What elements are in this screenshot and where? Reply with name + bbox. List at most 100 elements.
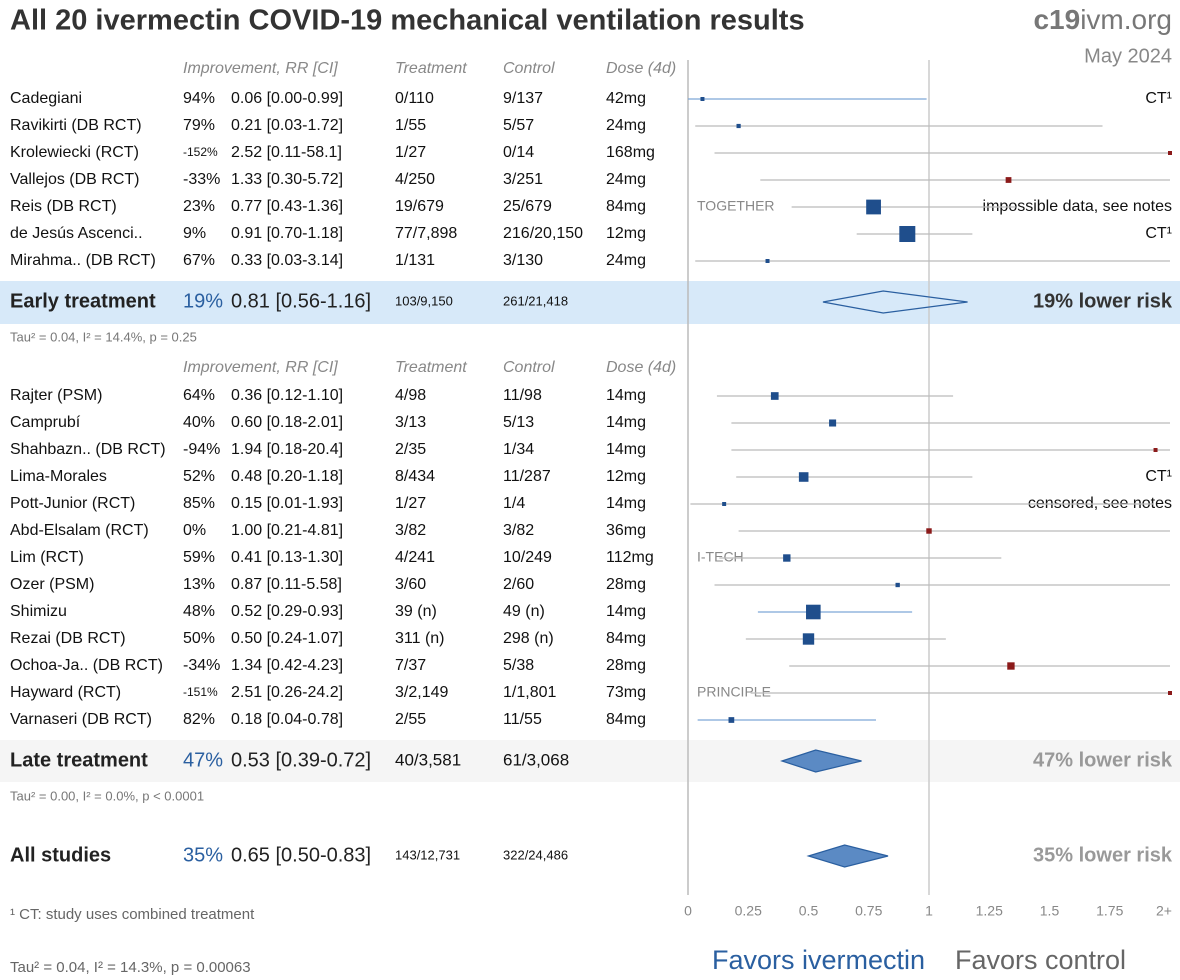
control: 25/679: [503, 198, 552, 215]
dose: 168mg: [606, 144, 655, 161]
dose: 112mg: [606, 549, 654, 566]
dose: 14mg: [606, 387, 646, 404]
summary-diamond: [780, 749, 862, 773]
dose: 84mg: [606, 198, 646, 215]
control: 298 (n): [503, 630, 554, 647]
x-tick-label: 1.25: [976, 903, 1003, 919]
rr-ci: 1.33 [0.30-5.72]: [231, 171, 343, 188]
summary-diamond: [806, 844, 889, 868]
early-band: [0, 281, 1180, 324]
date: May 2024: [1084, 45, 1172, 67]
dose: 84mg: [606, 711, 646, 728]
x-tick-label: 2+: [1156, 903, 1172, 919]
control: 11/98: [503, 387, 542, 404]
rr-ci: 0.60 [0.18-2.01]: [231, 414, 343, 431]
rr-marker: [866, 199, 881, 215]
improvement: -152%: [183, 145, 218, 159]
dose: 36mg: [606, 522, 646, 539]
x-tick-label: 0.25: [735, 903, 762, 919]
summary-improvement: 35%: [183, 844, 223, 866]
treatment: 4/250: [395, 171, 435, 188]
group-stats: Tau² = 0.00, I² = 0.0%, p < 0.0001: [10, 788, 204, 803]
note: CT¹: [1145, 225, 1172, 242]
study-name: Lima-Morales: [10, 468, 107, 485]
dose: 28mg: [606, 657, 646, 674]
treatment: 77/7,898: [395, 225, 457, 242]
dose: 24mg: [606, 252, 646, 269]
rr-ci: 1.00 [0.21-4.81]: [231, 522, 343, 539]
rr-ci: 0.15 [0.01-1.93]: [231, 495, 343, 512]
summary-treatment: 40/3,581: [395, 750, 461, 769]
study-name: Lim (RCT): [10, 549, 84, 566]
rr-ci: 0.52 [0.29-0.93]: [231, 603, 343, 620]
rr-marker: [802, 633, 815, 645]
treatment: 8/434: [395, 468, 435, 485]
improvement: 94%: [183, 90, 215, 107]
control: 11/287: [503, 468, 551, 485]
x-tick-label: 0: [684, 903, 692, 919]
control: 5/57: [503, 117, 534, 134]
control: 49 (n): [503, 603, 545, 620]
column-header: Dose (4d): [606, 359, 676, 376]
treatment: 19/679: [395, 198, 444, 215]
improvement: 59%: [183, 549, 215, 566]
improvement: 9%: [183, 225, 206, 242]
rr-ci: 1.94 [0.18-20.4]: [231, 441, 343, 458]
control: 1/34: [503, 441, 534, 458]
rr-marker: [1007, 662, 1015, 670]
study-name: Camprubí: [10, 414, 81, 431]
brand-rest: ivm.org: [1080, 4, 1172, 35]
rr-ci: 0.18 [0.04-0.78]: [231, 711, 343, 728]
treatment: 4/241: [395, 549, 435, 566]
improvement: 85%: [183, 495, 215, 512]
control: 1/4: [503, 495, 525, 512]
control: 9/137: [503, 90, 543, 107]
note: impossible data, see notes: [983, 198, 1172, 215]
rr-marker: [700, 97, 705, 101]
summary-rr-ci: 0.53 [0.39-0.72]: [231, 749, 371, 771]
dose: 14mg: [606, 603, 646, 620]
control: 3/130: [503, 252, 543, 269]
improvement: 82%: [183, 711, 215, 728]
summary-diamond: [822, 290, 968, 314]
rr-ci: 1.34 [0.42-4.23]: [231, 657, 343, 674]
improvement: 23%: [183, 198, 215, 215]
summary-risk: 19% lower risk: [1033, 290, 1173, 312]
dose: 24mg: [606, 171, 646, 188]
improvement: -94%: [183, 441, 220, 458]
summary-control: 261/21,418: [503, 293, 568, 308]
dose: 73mg: [606, 684, 646, 701]
summary-risk: 35% lower risk: [1033, 844, 1173, 866]
treatment: 1/131: [395, 252, 435, 269]
treatment: 3/60: [395, 576, 426, 593]
dose: 14mg: [606, 414, 646, 431]
study-name: Krolewiecki (RCT): [10, 144, 139, 161]
favors-control: Favors control: [955, 945, 1126, 975]
treatment: 311 (n): [395, 630, 445, 647]
x-tick-label: 0.75: [855, 903, 882, 919]
control: 5/38: [503, 657, 534, 674]
control: 3/82: [503, 522, 534, 539]
study-name: Hayward (RCT): [10, 684, 121, 701]
rr-ci: 0.50 [0.24-1.07]: [231, 630, 343, 647]
rr-marker: [1168, 691, 1172, 695]
trial-label: I-TECH: [697, 549, 744, 565]
summary-control: 322/24,486: [503, 847, 568, 862]
trial-label: TOGETHER: [697, 198, 775, 214]
summary-risk: 47% lower risk: [1033, 749, 1173, 771]
rr-ci: 0.21 [0.03-1.72]: [231, 117, 343, 134]
rr-ci: 0.06 [0.00-0.99]: [231, 90, 343, 107]
control: 11/55: [503, 711, 542, 728]
summary-name: Late treatment: [10, 749, 148, 771]
rr-marker: [895, 582, 900, 588]
overall-stats: Tau² = 0.04, I² = 14.3%, p = 0.00063: [10, 959, 251, 976]
dose: 28mg: [606, 576, 646, 593]
control: 216/20,150: [503, 225, 583, 242]
rr-marker: [829, 419, 837, 427]
study-name: Shimizu: [10, 603, 67, 620]
rr-marker: [770, 392, 779, 400]
rr-marker: [783, 554, 791, 562]
x-tick-label: 1: [925, 903, 933, 919]
rr-ci: 0.33 [0.03-3.14]: [231, 252, 343, 269]
